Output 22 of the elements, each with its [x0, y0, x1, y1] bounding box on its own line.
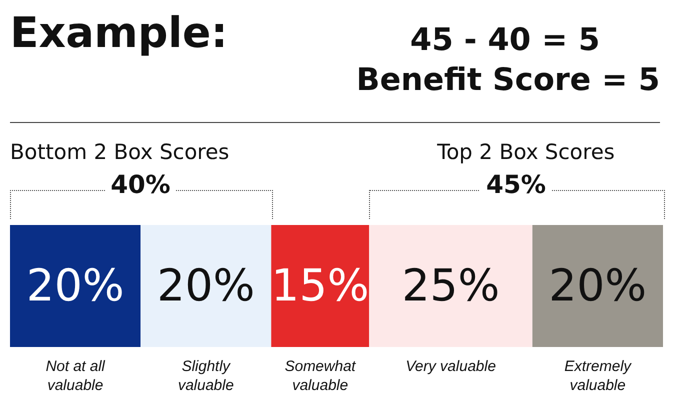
series-label: Not at all valuable	[44, 357, 106, 395]
text: 45%	[480, 170, 552, 199]
series-label: Very valuable	[404, 357, 497, 376]
data-label: 20%	[548, 260, 647, 312]
text: Bottom 2 Box Scores	[10, 140, 230, 164]
bar	[271, 225, 370, 347]
bar	[532, 225, 663, 347]
text: Top 2 Box Scores	[437, 140, 615, 164]
text: Example:	[10, 8, 228, 57]
data-label: 15%	[271, 260, 370, 312]
series-label: Slightly valuable	[176, 357, 235, 395]
series-label: Somewhat valuable	[284, 357, 357, 395]
text: 45 - 40 = 5	[410, 22, 600, 58]
text: Benefit Score = 5	[356, 62, 660, 98]
text: 40%	[104, 170, 176, 199]
data-label: 20%	[157, 260, 255, 312]
data-label: 25%	[402, 260, 500, 312]
bar	[369, 225, 532, 347]
series-label: Extremely valuable	[563, 357, 633, 395]
data-label: 20%	[26, 260, 124, 312]
bar	[140, 225, 272, 347]
bar	[10, 225, 141, 347]
